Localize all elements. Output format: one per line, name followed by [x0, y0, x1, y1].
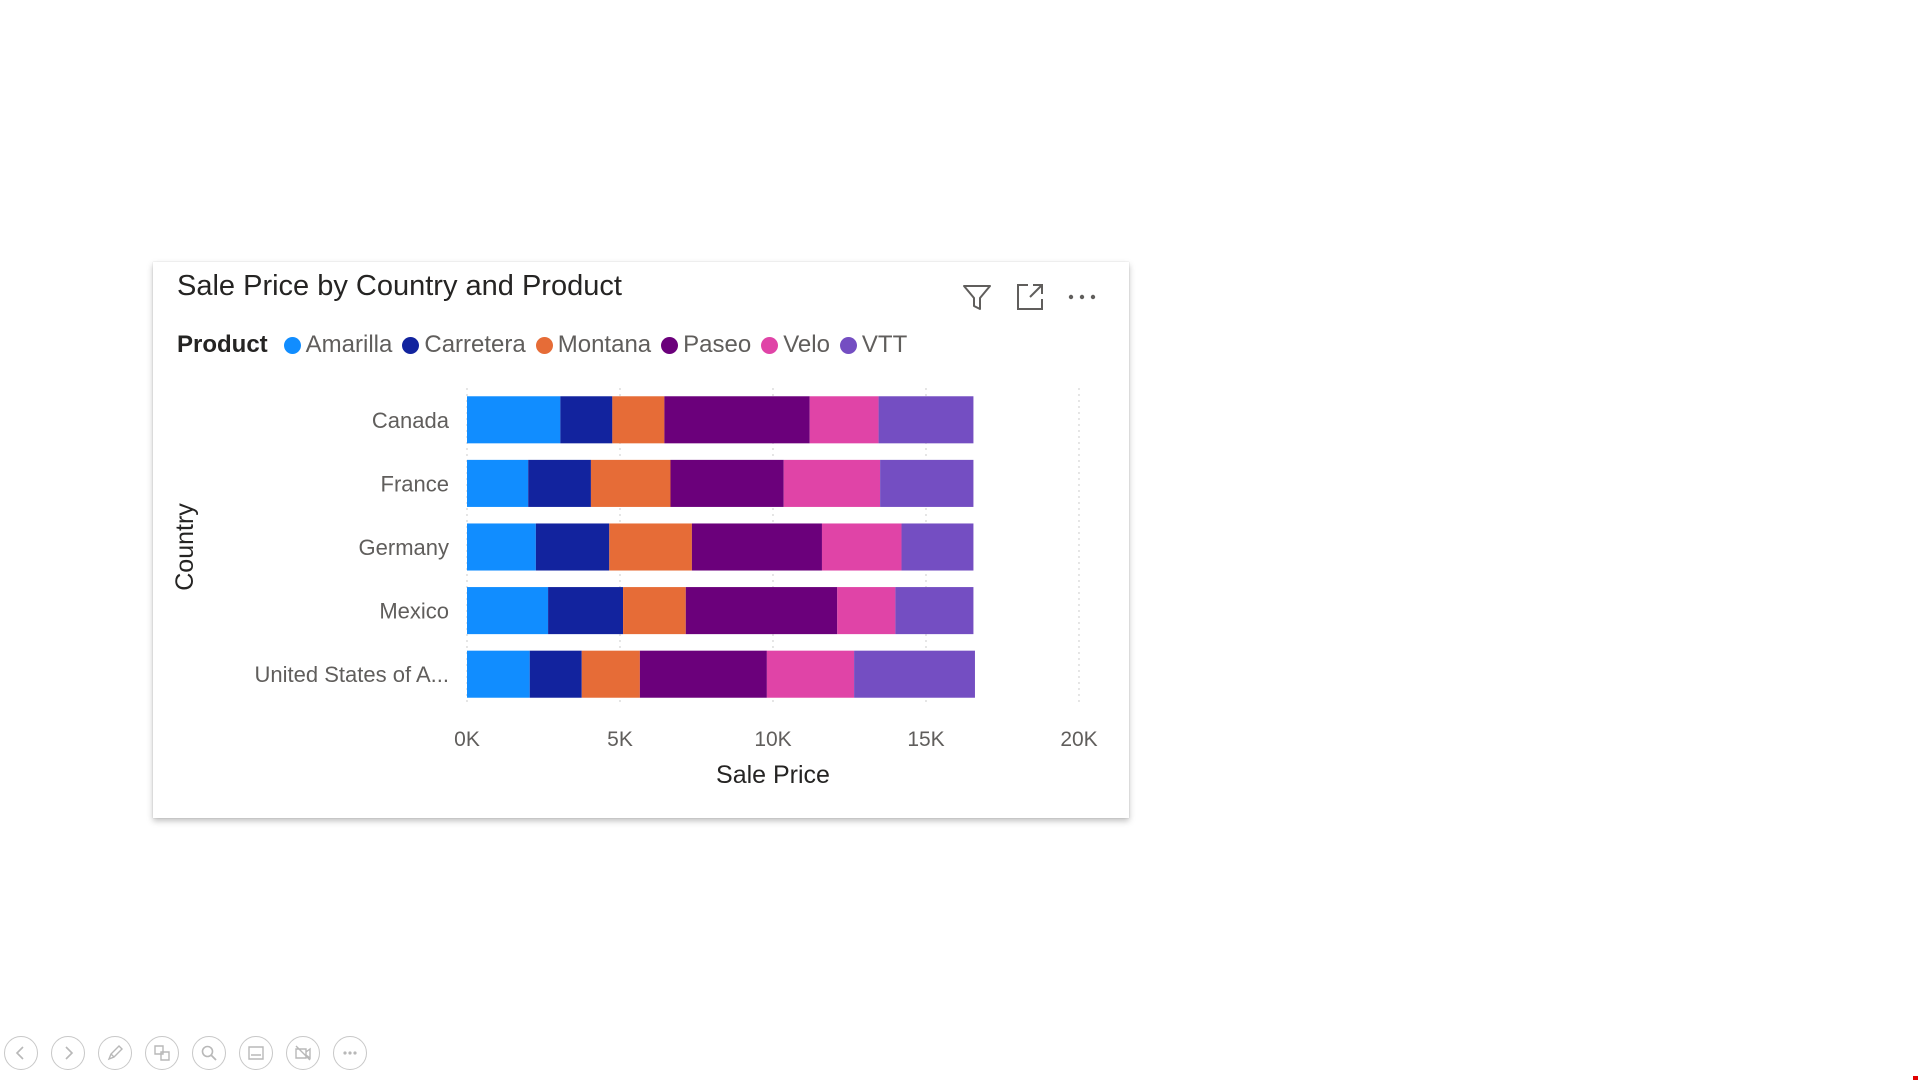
x-tick-label: 15K [907, 728, 944, 751]
chart-visual-card[interactable]: Sale Price by Country and Product Produc… [153, 262, 1129, 818]
y-tick-label: United States of A... [255, 662, 449, 687]
legend-item-montana[interactable]: Montana [535, 331, 652, 359]
y-tick-label: France [381, 471, 449, 496]
bar-segment[interactable] [880, 459, 974, 507]
chevron-right-icon [65, 1046, 74, 1060]
legend-item-paseo[interactable]: Paseo [661, 331, 751, 359]
bar-segment[interactable] [854, 650, 975, 698]
legend-item-carretera[interactable]: Carretera [402, 331, 526, 359]
bar-segment[interactable] [528, 459, 591, 507]
bar-segment[interactable] [837, 587, 896, 635]
bar-segment[interactable] [590, 459, 671, 507]
x-tick-label: 20K [1060, 728, 1097, 751]
legend-item-amarilla[interactable]: Amarilla [283, 331, 393, 359]
legend-label: Carretera [424, 331, 526, 358]
pen-tool-button[interactable] [98, 1036, 132, 1070]
bar-segment[interactable] [535, 523, 610, 571]
bar-segment[interactable] [639, 650, 767, 698]
legend-swatch [535, 336, 553, 354]
bar-segment[interactable] [895, 587, 974, 635]
zoom-button[interactable] [192, 1036, 226, 1070]
bar-segment[interactable] [901, 523, 974, 571]
bar-segment[interactable] [467, 650, 530, 698]
bar-segment[interactable] [809, 396, 879, 444]
more-icon [343, 1051, 357, 1055]
bar-segment[interactable] [467, 587, 549, 635]
slides-grid-icon [154, 1045, 170, 1061]
bar-segment[interactable] [670, 459, 784, 507]
legend-swatch [402, 336, 420, 354]
x-tick-label: 10K [754, 728, 791, 751]
bar-segment[interactable] [612, 396, 665, 444]
legend-label: Montana [557, 331, 652, 358]
y-tick-label: Canada [372, 408, 450, 433]
see-all-slides-button[interactable] [145, 1036, 179, 1070]
chevron-left-icon [15, 1046, 24, 1060]
bar-segment[interactable] [467, 396, 561, 444]
y-tick-label: Germany [359, 535, 449, 560]
y-tick-label: Mexico [379, 599, 449, 624]
legend-label: VTT [861, 331, 908, 358]
bar-chart-plot: 0K 5K 10K 15K 20K Canada France Germany Mexico Un… [171, 388, 1098, 789]
bar-segment[interactable] [609, 523, 692, 571]
legend-item-velo[interactable]: Velo [761, 331, 830, 359]
legend-title: Product [177, 331, 268, 358]
chart-title: Sale Price by Country and Product [177, 270, 622, 302]
bar-segment[interactable] [783, 459, 881, 507]
bar-segment[interactable] [560, 396, 613, 444]
filter-icon [963, 285, 991, 310]
subtitles-icon [248, 1046, 264, 1060]
legend-swatch [839, 336, 857, 354]
bar-segment[interactable] [623, 587, 686, 635]
bar-segment[interactable] [548, 587, 624, 635]
legend-swatch [761, 336, 779, 354]
next-slide-button[interactable] [51, 1036, 85, 1070]
previous-slide-button[interactable] [4, 1036, 38, 1070]
subtitles-button[interactable] [239, 1036, 273, 1070]
bar-segment[interactable] [529, 650, 582, 698]
x-tick-label: 0K [454, 728, 480, 751]
bar-segment[interactable] [691, 523, 822, 571]
bar-segment[interactable] [664, 396, 810, 444]
bar-segment[interactable] [766, 650, 855, 698]
more-options-button[interactable] [333, 1036, 367, 1070]
focus-mode-button[interactable] [1011, 278, 1049, 316]
y-axis-title: Country [171, 503, 199, 591]
bar-segment[interactable] [467, 459, 529, 507]
camera-off-icon [295, 1045, 311, 1061]
presenter-toolbar [4, 1036, 380, 1070]
x-tick-label: 5K [607, 728, 633, 751]
bar-segment[interactable] [878, 396, 974, 444]
legend-item-vtt[interactable]: VTT [839, 331, 908, 359]
filter-button[interactable] [958, 278, 996, 316]
pen-icon [107, 1045, 123, 1061]
bar-segment[interactable] [581, 650, 640, 698]
camera-toggle-button[interactable] [286, 1036, 320, 1070]
more-options-button[interactable] [1063, 278, 1101, 316]
legend-swatch [283, 336, 301, 354]
bar-segment[interactable] [821, 523, 902, 571]
x-axis-title: Sale Price [716, 761, 830, 789]
legend-label: Amarilla [305, 331, 393, 358]
magnifier-icon [201, 1045, 217, 1061]
more-options-icon [1068, 294, 1096, 300]
legend-label: Paseo [683, 331, 752, 358]
legend-label: Velo [783, 331, 830, 358]
bar-segment[interactable] [467, 523, 536, 571]
bar-segment[interactable] [685, 587, 838, 635]
slide-corner-mark [1913, 1076, 1918, 1080]
chart-legend: Product Amarilla Carretera Montana Paseo… [177, 327, 917, 363]
legend-swatch [661, 336, 679, 354]
focus-mode-icon [1017, 284, 1043, 310]
